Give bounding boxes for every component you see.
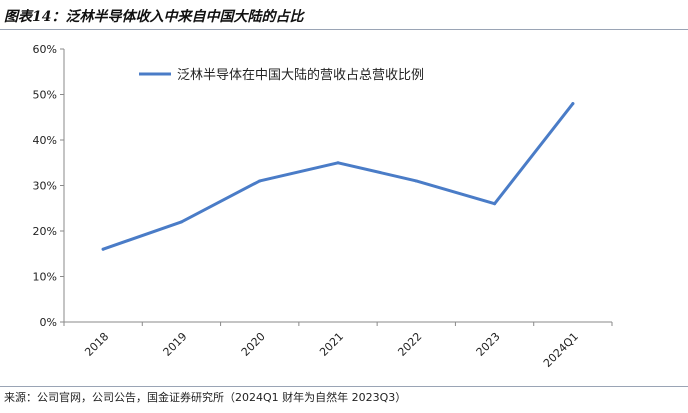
data-point xyxy=(179,220,183,224)
figure-title: 图表14：泛林半导体收入中来自中国大陆的占比 xyxy=(4,9,304,25)
title-divider xyxy=(0,29,688,30)
x-tick-label: 2021 xyxy=(317,330,346,359)
source-note: 来源：公司官网，公司公告，国金证券研究所（2024Q1 财年为自然年 2023Q… xyxy=(4,391,407,404)
y-tick-label: 20% xyxy=(33,225,57,238)
x-tick-label: 2024Q1 xyxy=(541,330,581,370)
y-tick-label: 40% xyxy=(33,134,57,147)
data-point xyxy=(493,202,497,206)
data-point xyxy=(258,179,262,183)
x-tick-label: 2018 xyxy=(82,330,111,359)
data-point xyxy=(101,247,105,251)
legend: 泛林半导体在中国大陆的营收占总营收比例 xyxy=(139,67,424,83)
y-tick-label: 0% xyxy=(40,316,57,329)
figure-header: 图表14：泛林半导体收入中来自中国大陆的占比 xyxy=(0,0,688,30)
source-divider xyxy=(0,386,688,387)
series-line xyxy=(101,102,575,251)
x-tick-label: 2020 xyxy=(239,330,268,359)
x-tick-label: 2019 xyxy=(161,330,190,359)
y-tick-label: 10% xyxy=(33,271,57,284)
data-point xyxy=(414,179,418,183)
chart-container: 0% 10% 20% 30% 40% 50% 60% 2018 2019 2020 2021 202… xyxy=(0,30,688,385)
x-tick-label: 2022 xyxy=(395,330,424,359)
x-tick-label: 2023 xyxy=(474,330,503,359)
y-tick-label: 50% xyxy=(33,89,57,102)
legend-label: 泛林半导体在中国大陆的营收占总营收比例 xyxy=(177,67,424,83)
y-tick-label: 30% xyxy=(33,180,57,193)
data-point xyxy=(336,161,340,165)
x-axis: 2018 2019 2020 2021 2022 2023 2024Q1 xyxy=(63,321,613,370)
y-axis: 0% 10% 20% 30% 40% 50% 60% xyxy=(33,43,65,329)
series-layer xyxy=(101,102,575,251)
y-tick-label: 60% xyxy=(33,43,57,56)
data-point xyxy=(571,102,575,106)
line-chart: 0% 10% 20% 30% 40% 50% 60% 2018 2019 2020 2021 202… xyxy=(33,43,613,370)
